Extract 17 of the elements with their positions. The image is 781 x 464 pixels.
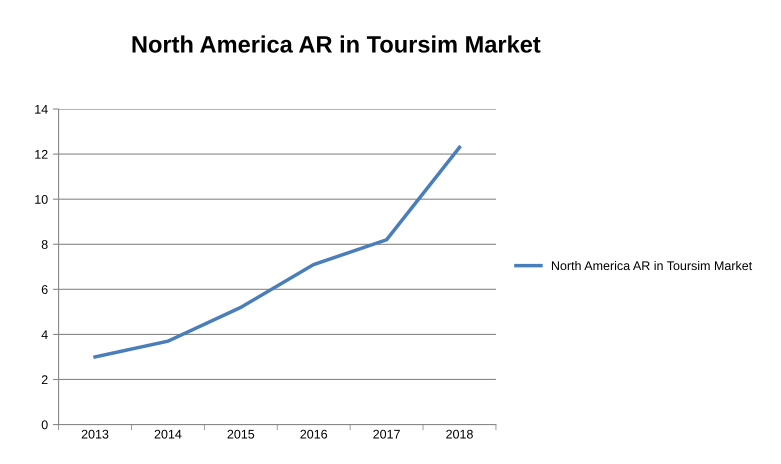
y-tick-label: 14 [35, 104, 48, 114]
line-series [93, 146, 462, 359]
legend-label: North America AR in Toursim Market [552, 260, 752, 270]
y-tick-label: 10 [35, 194, 48, 204]
y-tick-label: 8 [42, 240, 48, 249]
chart-title: North America AR in Toursim Market [132, 35, 540, 53]
y-tick-label: 4 [41, 330, 48, 339]
x-tick-label: 2018 [446, 430, 473, 439]
x-tick-label: 2016 [300, 430, 328, 439]
x-tick-label: 2015 [228, 430, 254, 439]
y-tick-label: 6 [42, 285, 48, 294]
y-tick-label: 0 [42, 420, 48, 430]
x-tick-label: 2017 [373, 430, 400, 439]
x-tick-label: 2014 [154, 430, 182, 439]
y-tick-label: 12 [35, 150, 48, 159]
x-tick-label: 2013 [82, 430, 108, 439]
y-tick-label: 2 [42, 375, 48, 384]
